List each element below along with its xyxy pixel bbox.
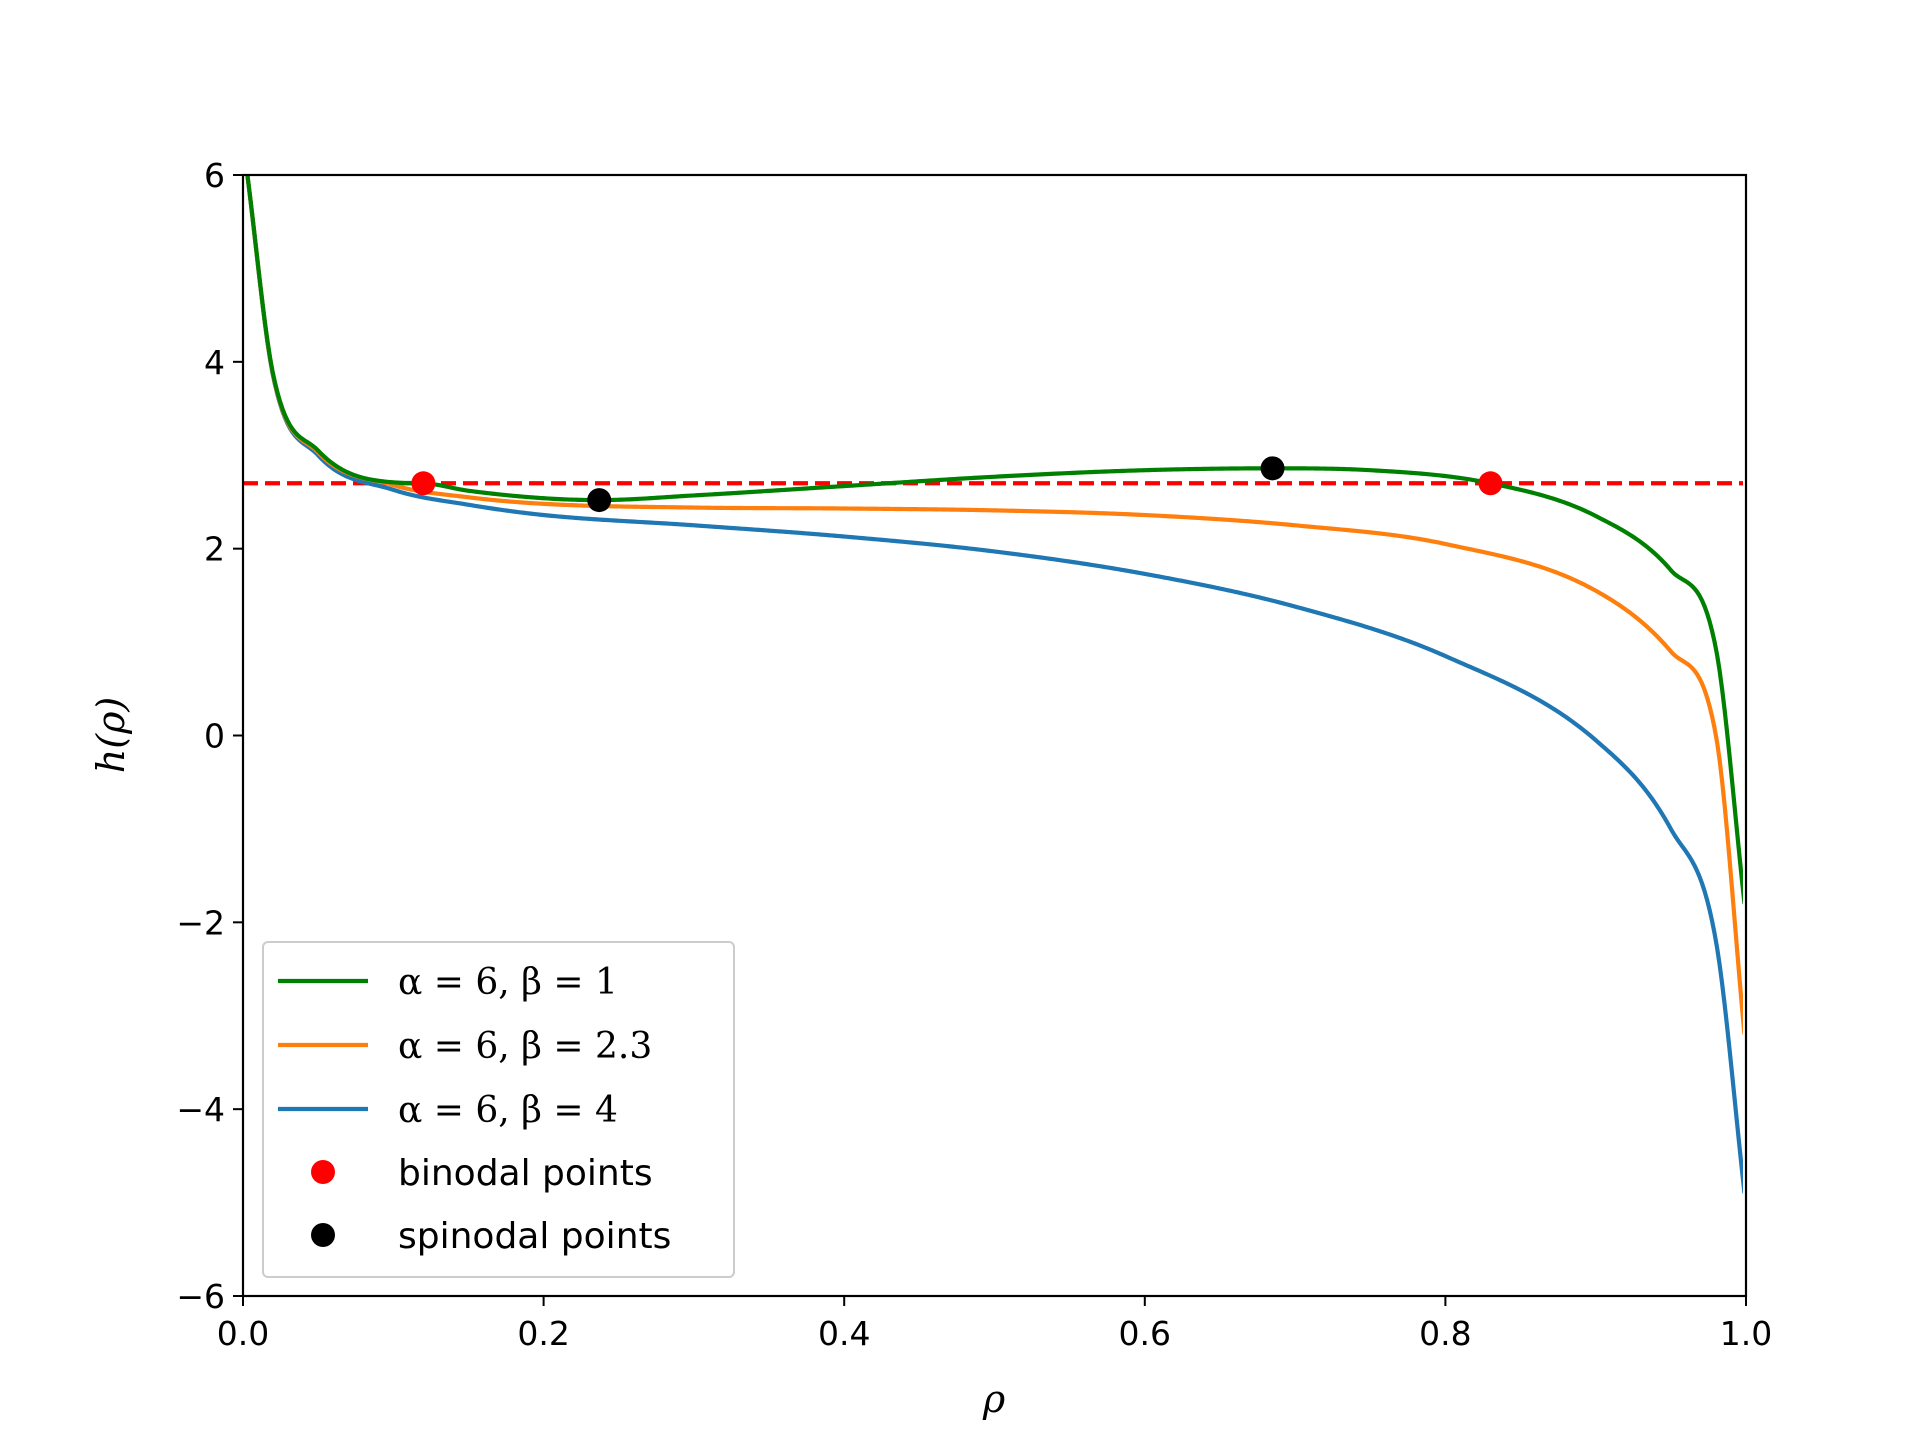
y-tick-label: −4 [176, 1090, 225, 1129]
y-tick-label: 4 [204, 343, 225, 382]
legend-label-beta-1: α = 6, β = 1 [398, 962, 618, 1003]
series-line-beta-2-3 [245, 175, 1743, 1035]
y-tick-label: 2 [204, 530, 225, 569]
legend-label-beta-4: α = 6, β = 4 [398, 1090, 618, 1131]
x-tick-label: 0.6 [1119, 1314, 1171, 1353]
points-layer [411, 456, 1503, 513]
series-line-beta-4 [245, 175, 1743, 1194]
binodal-points-marker-1 [411, 471, 436, 496]
legend-frame [262, 941, 735, 1278]
legend-label-beta-2-3: α = 6, β = 2.3 [398, 1026, 652, 1067]
x-tick-label: 0.4 [818, 1314, 870, 1353]
legend-marker-binodal-points [311, 1160, 335, 1184]
binodal-points-marker-2 [1478, 471, 1503, 496]
y-tick-label: −2 [176, 903, 225, 942]
x-tick-label: 0.0 [217, 1314, 269, 1353]
legend: α = 6, β = 1 α = 6, β = 2.3 α = 6, β = 4 bi… [262, 941, 735, 1278]
spinodal-points-marker-2 [1260, 456, 1285, 481]
y-tick-label: 6 [204, 156, 225, 195]
x-tick-label: 1.0 [1720, 1314, 1772, 1353]
y-tick-label: 0 [204, 717, 225, 756]
y-tick-label: −6 [176, 1277, 225, 1316]
y-axis-label: h(ρ) [89, 697, 133, 773]
legend-label-binodal-points: binodal points [398, 1153, 653, 1194]
legend-label-spinodal-points: spinodal points [398, 1216, 671, 1257]
y-axis: −6 −4 −2 0 2 4 6 [176, 156, 243, 1316]
x-axis-label: ρ [982, 1377, 1006, 1421]
x-tick-label: 0.2 [517, 1314, 569, 1353]
legend-marker-spinodal-points [311, 1223, 335, 1247]
x-axis: 0.0 0.2 0.4 0.6 0.8 1.0 [217, 1296, 1772, 1353]
x-tick-label: 0.8 [1419, 1314, 1471, 1353]
spinodal-points-marker-1 [587, 488, 612, 513]
